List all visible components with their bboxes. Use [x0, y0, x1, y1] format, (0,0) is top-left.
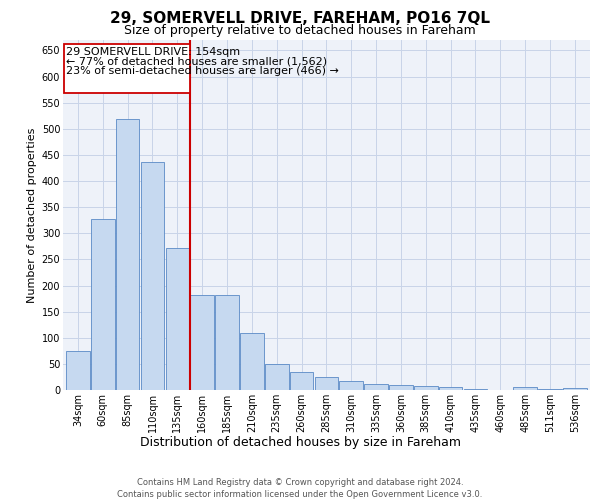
Text: ← 77% of detached houses are smaller (1,562): ← 77% of detached houses are smaller (1,… [66, 56, 328, 66]
Text: 29, SOMERVELL DRIVE, FAREHAM, PO16 7QL: 29, SOMERVELL DRIVE, FAREHAM, PO16 7QL [110, 11, 490, 26]
Bar [563, 388, 587, 390]
Bar [538, 389, 562, 390]
Bar [290, 372, 313, 390]
Bar [414, 386, 437, 390]
Text: 23% of semi-detached houses are larger (466) →: 23% of semi-detached houses are larger (… [66, 66, 339, 76]
Bar [340, 381, 363, 390]
Text: 29 SOMERVELL DRIVE: 154sqm: 29 SOMERVELL DRIVE: 154sqm [66, 48, 241, 58]
Bar [265, 364, 289, 390]
Bar [464, 389, 487, 390]
Bar [364, 384, 388, 390]
Bar [389, 385, 413, 390]
Text: Contains HM Land Registry data © Crown copyright and database right 2024.
Contai: Contains HM Land Registry data © Crown c… [118, 478, 482, 499]
Bar [240, 332, 263, 390]
Bar [116, 119, 139, 390]
Bar [140, 162, 164, 390]
Bar [166, 248, 189, 390]
Y-axis label: Number of detached properties: Number of detached properties [28, 128, 37, 302]
Bar [91, 218, 115, 390]
Bar [64, 44, 190, 94]
Bar [215, 296, 239, 390]
Bar [190, 296, 214, 390]
Text: Distribution of detached houses by size in Fareham: Distribution of detached houses by size … [139, 436, 461, 449]
Bar [439, 388, 463, 390]
Bar [514, 388, 537, 390]
Text: Size of property relative to detached houses in Fareham: Size of property relative to detached ho… [124, 24, 476, 37]
Bar [66, 351, 90, 390]
Bar [314, 377, 338, 390]
